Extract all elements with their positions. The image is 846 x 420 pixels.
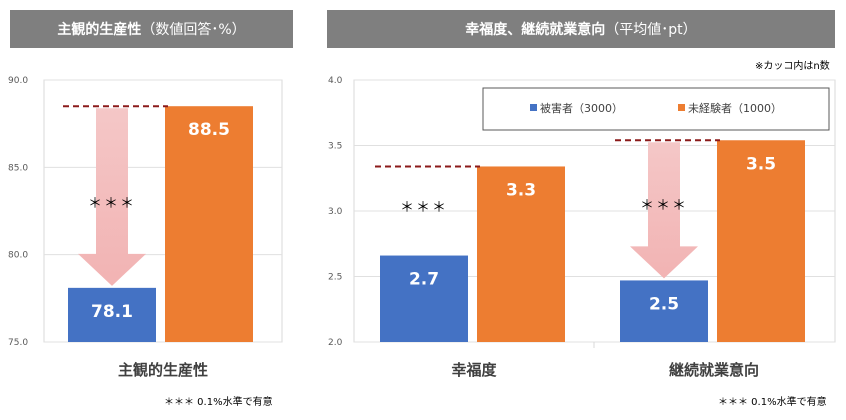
chart1-ytick-label: 75.0	[8, 338, 28, 348]
chart2-category-label: 継続就業意向	[669, 361, 759, 379]
chart1-ytick-label: 80.0	[8, 251, 28, 261]
chart2-legend-box	[482, 87, 830, 131]
chart2-significance-mark: ＊＊＊	[640, 198, 688, 214]
chart2-ytick-label: 2.0	[328, 338, 343, 348]
chart2-value-label: 3.5	[746, 154, 776, 174]
chart1-significance-mark: ＊＊＊	[88, 196, 136, 212]
chart2-legend-label: 被害者（3000）	[540, 101, 623, 115]
chart2-category-label: 幸福度	[451, 361, 497, 379]
chart1-bar-inexperienced	[165, 106, 253, 342]
chart2-value-label: 2.5	[649, 294, 679, 314]
chart2-legend-swatch	[530, 104, 537, 111]
chart1-category-label: 主観的生産性	[118, 361, 208, 379]
chart2-ytick-label: 3.0	[328, 207, 343, 217]
chart1-title: 主観的生産性	[57, 22, 142, 38]
chart2-title: 幸福度、継続就業意向	[465, 22, 606, 38]
chart1-footnote: ＊＊＊ 0.1%水準で有意	[164, 397, 273, 408]
chart2-significance-mark: ＊＊＊	[400, 200, 448, 216]
chart2-bar-inexperienced	[477, 166, 565, 342]
chart1-bar-victim	[68, 287, 156, 342]
chart2-bar-victim	[380, 255, 468, 342]
chart1-title-suffix: （数値回答･%）	[141, 22, 246, 38]
chart2-header: 幸福度、継続就業意向 （平均値･pt）	[327, 10, 835, 48]
chart1-value-label: 88.5	[188, 120, 230, 140]
chart1-ytick-label: 90.0	[8, 76, 28, 86]
chart2-value-label: 3.3	[506, 180, 536, 200]
chart2-ytick-label: 2.5	[328, 273, 342, 283]
chart1-difference-arrow	[78, 108, 146, 286]
n-count-note: ※カッコ内はn数	[755, 61, 830, 72]
chart1-value-label: 78.1	[91, 302, 133, 322]
chart1-ytick-label: 85.0	[8, 163, 28, 173]
chart2-value-label: 2.7	[409, 270, 439, 290]
chart2-legend-label: 未経験者（1000）	[688, 101, 782, 115]
chart2-bar-victim	[620, 280, 708, 342]
chart2-legend-swatch	[678, 104, 685, 111]
chart2-title-suffix: （平均値･pt）	[605, 22, 697, 38]
chart2-difference-arrow	[630, 142, 698, 279]
chart2-bar-inexperienced	[717, 140, 805, 342]
chart2-ytick-label: 4.0	[328, 76, 343, 86]
chart2-ytick-label: 3.5	[328, 142, 342, 152]
chart2-footnote: ＊＊＊ 0.1%水準で有意	[718, 397, 827, 408]
chart1-header: 主観的生産性 （数値回答･%）	[10, 10, 293, 48]
